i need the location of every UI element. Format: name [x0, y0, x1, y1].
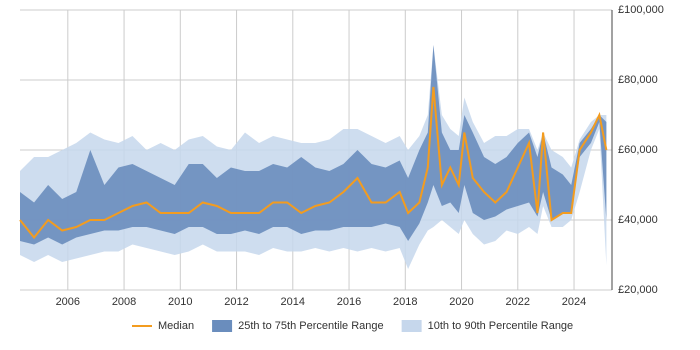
x-tick-label: 2010: [168, 296, 192, 308]
median-line: [19, 86, 608, 240]
legend-label: 25th to 75th Percentile Range: [238, 320, 384, 332]
legend-label: Median: [158, 320, 194, 332]
y-tick-label: £60,000: [618, 144, 658, 156]
percentile-band: [20, 45, 607, 245]
y-tick-label: £100,000: [618, 4, 664, 16]
x-tick-label: 2006: [56, 296, 80, 308]
x-tick-label: 2008: [112, 296, 136, 308]
legend-swatch: [401, 320, 422, 332]
x-tick-label: 2024: [562, 296, 586, 308]
y-tick-label: £80,000: [618, 74, 658, 86]
legend-swatch: [212, 320, 233, 332]
x-tick-label: 2014: [281, 296, 305, 308]
x-tick-label: 2012: [224, 296, 248, 308]
x-tick-label: 2020: [449, 296, 473, 308]
y-tick-label: £40,000: [618, 214, 658, 226]
y-tick-label: £20,000: [618, 284, 658, 296]
legend-label: 10th to 90th Percentile Range: [428, 320, 574, 332]
x-tick-label: 2022: [506, 296, 530, 308]
x-tick-label: 2018: [393, 296, 417, 308]
x-tick-label: 2016: [337, 296, 361, 308]
